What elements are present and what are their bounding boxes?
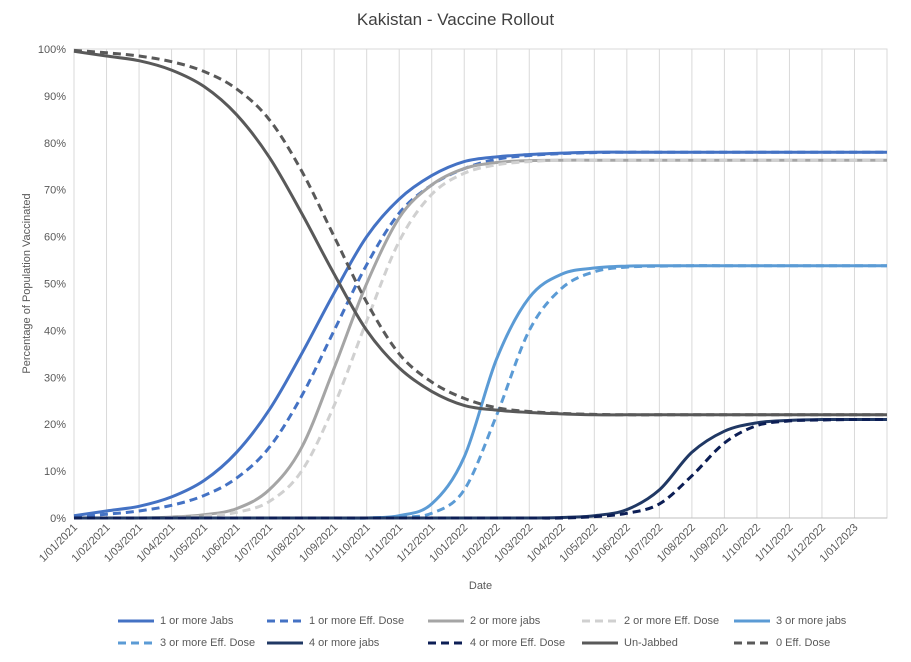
legend-swatch [118, 619, 154, 623]
x-axis-title: Date [469, 580, 492, 592]
legend-swatch [118, 641, 154, 645]
series-line-3-or-more-jabs [74, 264, 887, 520]
legend-swatch [734, 641, 770, 645]
line-chart: 0%10%20%30%40%50%60%70%80%90%100%1/01/20… [21, 44, 888, 592]
legend-item: 2 or more jabs [428, 615, 540, 627]
series-line-2-or-more-eff-dose [74, 158, 887, 520]
series-line-4-or-more-jabs [74, 417, 887, 520]
y-tick-label: 50% [44, 279, 66, 291]
legend-item: 1 or more Jabs [118, 615, 233, 627]
legend-item: 0 Eff. Dose [734, 637, 830, 649]
chart-title: Kakistan - Vaccine Rollout [356, 10, 555, 29]
legend-label: 3 or more Eff. Dose [160, 637, 256, 649]
y-tick-label: 20% [44, 419, 66, 431]
legend-item: 4 or more jabs [267, 637, 379, 649]
series-line-0-eff-dose [73, 48, 887, 417]
y-tick-label: 100% [38, 44, 66, 56]
plot-area [73, 48, 888, 519]
legend-label: 4 or more jabs [309, 637, 380, 649]
legend-item: 4 or more Eff. Dose [428, 637, 565, 649]
y-tick-label: 10% [44, 466, 66, 478]
series-line-2-or-more-jabs [74, 158, 887, 520]
legend-swatch [582, 619, 618, 623]
legend-item: 1 or more Eff. Dose [267, 615, 404, 627]
legend-item: 2 or more Eff. Dose [582, 615, 719, 627]
legend-label: Un-Jabbed [624, 637, 678, 649]
y-tick-label: 60% [44, 232, 66, 244]
legend-label: 2 or more jabs [470, 615, 541, 627]
series-line-3-or-more-eff-dose [74, 264, 887, 520]
y-axis-title: Percentage of Population Vaccinated [21, 193, 33, 373]
legend-swatch [428, 619, 464, 623]
y-tick-label: 90% [44, 91, 66, 103]
series-line-un-jabbed [73, 49, 887, 417]
legend-swatch [267, 619, 303, 623]
legend-item: Un-Jabbed [582, 637, 678, 649]
legend-label: 2 or more Eff. Dose [624, 615, 720, 627]
legend-label: 4 or more Eff. Dose [470, 637, 566, 649]
y-tick-label: 70% [44, 185, 66, 197]
legend-label: 1 or more Jabs [160, 615, 234, 627]
legend-label: 0 Eff. Dose [776, 637, 831, 649]
y-tick-label: 80% [44, 138, 66, 150]
y-tick-label: 40% [44, 325, 66, 337]
legend-swatch [428, 641, 464, 645]
legend-swatch [734, 619, 770, 623]
series-line-1-or-more-eff-dose [73, 150, 887, 519]
legend-item: 3 or more Eff. Dose [118, 637, 255, 649]
legend-label: 1 or more Eff. Dose [309, 615, 405, 627]
legend-item: 3 or more jabs [734, 615, 846, 627]
series-line-4-or-more-eff-dose [74, 417, 888, 520]
legend-label: 3 or more jabs [776, 615, 847, 627]
series-line-1-or-more-jabs [73, 150, 887, 518]
legend-swatch [267, 641, 303, 645]
legend-swatch [582, 641, 618, 645]
legend: 1 or more Jabs 1 or more Eff. Dose 2 or mo… [0, 610, 911, 658]
y-tick-label: 0% [50, 513, 66, 525]
y-tick-label: 30% [44, 372, 66, 384]
